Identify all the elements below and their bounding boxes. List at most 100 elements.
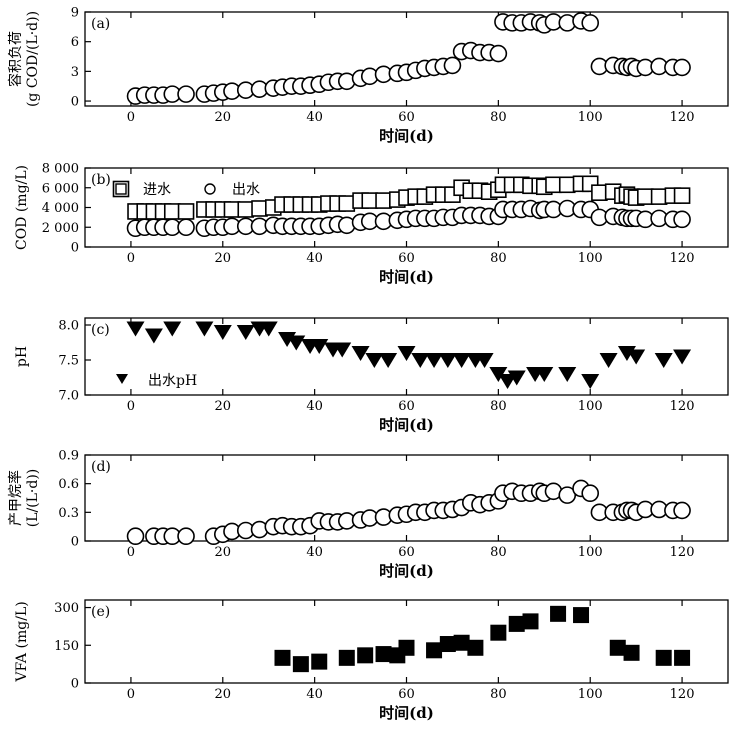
x-tick-label: 0 [127, 399, 135, 414]
x-tick-label: 120 [670, 110, 695, 125]
y-tick-label: 0.9 [58, 449, 79, 464]
data-point [163, 321, 182, 337]
data-point [126, 321, 145, 337]
data-point [627, 349, 646, 365]
data-point [591, 184, 608, 201]
data-point [237, 201, 255, 218]
data-point [467, 639, 484, 656]
data-point [673, 501, 691, 520]
y-tick-label: 3 [71, 65, 79, 80]
y-tick-label: 8 000 [42, 162, 79, 177]
x-axis-title: 时间(d) [379, 704, 434, 722]
x-axis-title: 时间(d) [379, 127, 434, 145]
panel-a: 0 20 40 60 80 100 120 0 3 6 9 时间(d) 容积负荷 (g COD/(L·d)… [7, 6, 729, 145]
data-point [351, 346, 370, 361]
data-point [655, 649, 672, 666]
y-tick-label: 0 [71, 241, 79, 256]
data-point [581, 374, 600, 389]
data-point [398, 639, 415, 656]
y-tick-label: 7.0 [58, 389, 79, 404]
x-tick-label: 100 [578, 545, 603, 560]
data-point [489, 367, 508, 382]
y-tick-label: 0 [71, 535, 79, 550]
data-point [674, 649, 691, 666]
y-axis-title: (L/(L·d)) [25, 469, 41, 528]
data-point [411, 353, 430, 368]
series-出水 [126, 199, 691, 238]
y-tick-label: 0 [71, 677, 79, 692]
data-point [522, 613, 539, 630]
data-point [144, 328, 163, 344]
legend-label: 出水pH [148, 373, 197, 389]
data-point [673, 210, 691, 229]
data-point [177, 527, 195, 546]
panel-b: 0 20 40 60 80 100 120 0 2 000 4 000 6 000 8 000 时间(d… [14, 162, 729, 286]
data-point [443, 56, 462, 75]
y-axis-title: (g COD/(L·d)) [25, 11, 41, 107]
x-tick-label: 40 [306, 110, 323, 125]
data-point [599, 353, 618, 368]
data-point [558, 486, 577, 504]
data-point [453, 634, 470, 651]
plot-frame [84, 454, 729, 542]
panel-label: (e) [91, 604, 110, 620]
data-point [609, 639, 626, 656]
data-point [287, 335, 306, 351]
x-tick-label: 20 [215, 687, 232, 702]
x-axis-title: 时间(d) [379, 268, 434, 286]
y-tick-label: 150 [54, 639, 79, 654]
x-tick-label: 40 [306, 251, 323, 266]
data-point [259, 321, 278, 337]
data-point [177, 203, 195, 220]
x-tick-label: 80 [490, 110, 507, 125]
series-进水 [127, 175, 691, 220]
data-point [397, 346, 416, 361]
panel-label: (d) [91, 459, 111, 475]
data-point [213, 325, 232, 340]
x-tick-label: 0 [127, 110, 135, 125]
panel-label: (a) [91, 16, 110, 32]
legend-marker [204, 183, 216, 195]
y-tick-label: 6 000 [42, 181, 79, 196]
data-point [375, 646, 392, 663]
data-point [439, 636, 456, 653]
x-tick-label: 120 [670, 399, 695, 414]
data-point [623, 644, 640, 661]
data-point [292, 656, 309, 673]
x-tick-label: 60 [398, 110, 415, 125]
panel-label: (c) [91, 322, 110, 338]
data-point [361, 192, 379, 209]
x-tick-label: 60 [398, 251, 415, 266]
y-tick-label: 300 [54, 601, 79, 616]
data-point [654, 353, 673, 368]
data-point [498, 374, 517, 389]
x-tick-label: 40 [306, 687, 323, 702]
data-point [163, 203, 181, 220]
data-point [673, 349, 692, 365]
legend-label: 出水 [232, 182, 260, 198]
data-point [311, 653, 328, 670]
data-point [338, 649, 355, 666]
data-point [357, 647, 374, 664]
x-tick-label: 80 [490, 545, 507, 560]
y-tick-label: 4 000 [42, 201, 79, 216]
data-point [310, 339, 329, 354]
y-tick-label: 0.6 [58, 477, 79, 492]
x-tick-label: 40 [306, 399, 323, 414]
y-tick-label: 0 [71, 95, 79, 110]
x-tick-label: 60 [398, 399, 415, 414]
y-tick-label: 7.5 [58, 354, 79, 369]
data-point [650, 188, 668, 205]
data-point [558, 367, 577, 382]
y-axis-title: 产甲烷率 [7, 470, 24, 526]
x-tick-label: 100 [578, 399, 603, 414]
data-point [581, 14, 600, 32]
data-point [274, 649, 291, 666]
data-point [338, 195, 356, 212]
legend-marker [116, 374, 128, 384]
data-point [507, 370, 526, 386]
y-tick-label: 2 000 [42, 221, 79, 236]
x-tick-label: 60 [398, 687, 415, 702]
data-point [333, 342, 352, 358]
